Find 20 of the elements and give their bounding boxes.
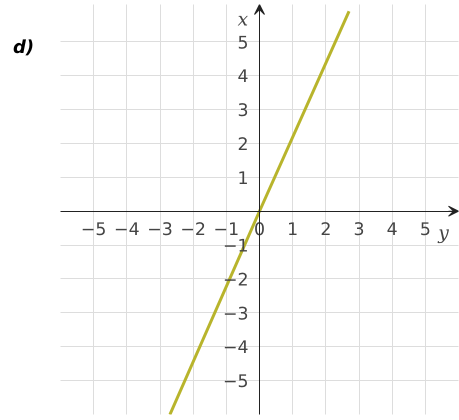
y-axis-title: x (238, 10, 249, 31)
y-tick-label: −5 (222, 372, 249, 392)
x-tick-label: 4 (386, 220, 398, 240)
x-tick-label: −5 (80, 220, 106, 240)
x-tick-label: −3 (147, 220, 173, 240)
y-tick-label: 4 (237, 67, 249, 88)
y-tick-label: −4 (222, 338, 249, 358)
text: d) (13, 36, 34, 60)
y-tick-label: 2 (237, 134, 249, 155)
y-tick-label: 5 (237, 33, 249, 54)
x-axis-title: y (437, 223, 450, 244)
x-tick-label: 3 (353, 220, 365, 240)
y-tick-label: 3 (237, 101, 249, 122)
x-tick-label: 5 (420, 220, 431, 240)
y-tick-label: −3 (222, 304, 249, 324)
x-tick-label: −4 (114, 220, 140, 240)
y-tick-label: 1 (237, 168, 249, 189)
x-tick-label: 2 (320, 220, 332, 240)
x-tick-label: 1 (287, 220, 298, 240)
x-tick-label: −2 (180, 220, 206, 240)
